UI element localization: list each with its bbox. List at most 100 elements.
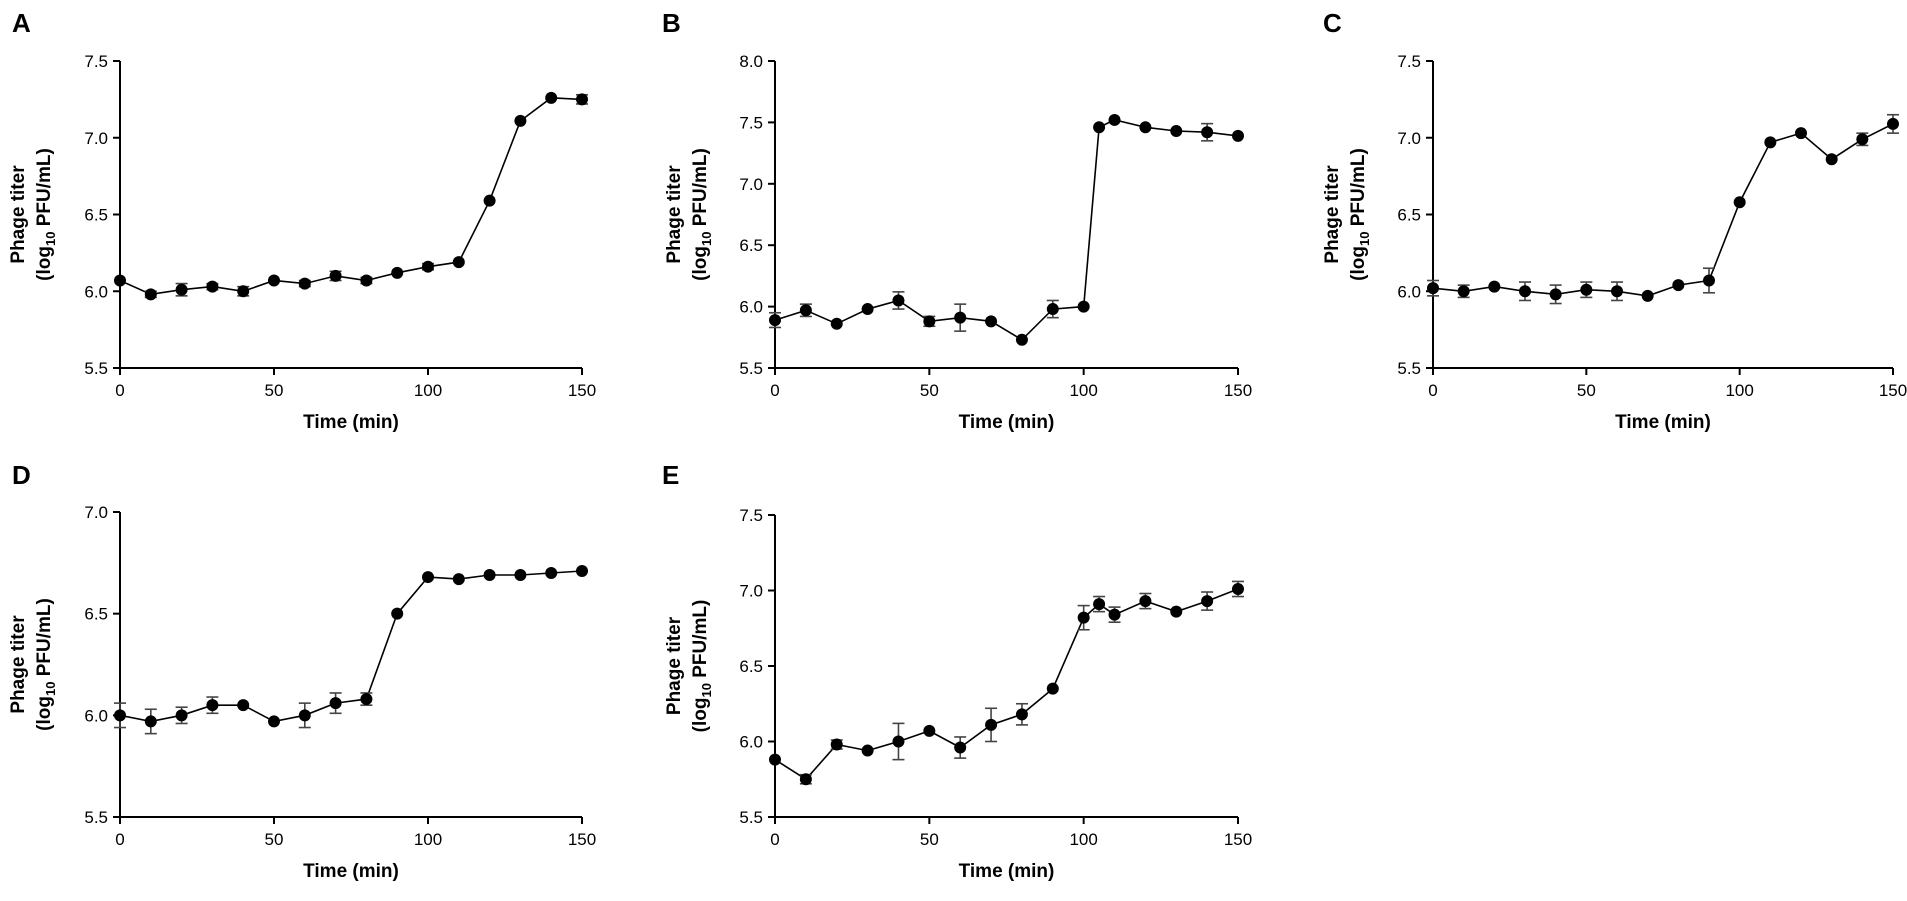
- x-axis-title: Time (min): [303, 412, 399, 433]
- y-tick-label: 7.5: [739, 506, 763, 525]
- data-point: [1015, 708, 1028, 721]
- panel-b: B 5.5 6.0 6.5 7.0 7.5 8.0 0 50 100 150 Time (min) Ph…: [662, 8, 1252, 433]
- data-point: [1201, 595, 1214, 608]
- data-point: [1108, 113, 1121, 126]
- y-tick-label: 6.0: [739, 298, 763, 317]
- y-axis-title-line1: Phage titer: [8, 615, 29, 714]
- data-point: [923, 315, 936, 328]
- ylabel-sub: 10: [699, 683, 714, 697]
- y-tick-label: 5.5: [739, 808, 763, 827]
- data-point: [1427, 282, 1439, 295]
- data-point: [799, 773, 812, 786]
- x-tick-label: 150: [1224, 381, 1252, 400]
- data-point: [206, 699, 219, 712]
- data-point: [1139, 595, 1152, 608]
- data-point: [830, 317, 843, 330]
- x-tick-label: 100: [1069, 381, 1097, 400]
- y-axis-title-line1: Phage titer: [664, 165, 685, 264]
- data-point: [1139, 121, 1152, 134]
- ylabel-post: PFU/mL): [34, 148, 55, 231]
- data-point: [114, 709, 126, 722]
- x-axis-title: Time (min): [303, 861, 399, 882]
- data-point: [1488, 280, 1501, 293]
- series-line: [774, 588, 1239, 781]
- data-point: [1232, 582, 1244, 595]
- data-point: [175, 283, 188, 296]
- data-point: [422, 571, 434, 584]
- y-axis-title-line1: Phage titer: [8, 165, 29, 264]
- data-point: [1232, 129, 1244, 142]
- panel-letter: E: [662, 460, 679, 490]
- data-point: [1170, 605, 1183, 618]
- ylabel-post: PFU/mL): [1348, 148, 1369, 231]
- ylabel-post: PFU/mL): [690, 148, 711, 231]
- data-point: [114, 274, 126, 287]
- data-point: [360, 693, 373, 706]
- y-tick-label: 7.5: [1397, 52, 1421, 71]
- data-point: [1795, 127, 1807, 140]
- ylabel-post: PFU/mL): [690, 600, 711, 683]
- y-tick-label: 5.5: [84, 359, 108, 378]
- y-tick-label: 6.5: [739, 236, 763, 255]
- data-point: [1641, 289, 1654, 302]
- data-point: [985, 315, 998, 328]
- data-point: [830, 738, 843, 751]
- ylabel-pre: (log: [690, 698, 711, 733]
- y-tick-label: 6.5: [84, 605, 108, 624]
- data-point: [298, 709, 311, 722]
- x-tick-label: 100: [1725, 381, 1753, 400]
- y-axis-title-line2: (log10 PFU/mL): [34, 148, 58, 281]
- data-point: [1093, 598, 1106, 611]
- data-point: [923, 724, 936, 737]
- y-tick-label: 5.5: [84, 808, 108, 827]
- data-point: [1046, 303, 1059, 316]
- series-line: [1432, 123, 1894, 297]
- x-axis-title: Time (min): [959, 861, 1055, 882]
- ylabel-sub: 10: [43, 682, 58, 696]
- data-point: [206, 280, 219, 293]
- data-point: [1093, 121, 1106, 134]
- panel-c: C 5.5 6.0 6.5 7.0 7.5 0 50 100 150 Time (min) Phage…: [1322, 8, 1907, 433]
- data-point: [1764, 136, 1777, 149]
- x-tick-label: 100: [414, 830, 442, 849]
- data-point: [1825, 153, 1838, 166]
- data-point: [576, 93, 588, 106]
- y-tick-label: 6.0: [1397, 282, 1421, 301]
- data-point: [1887, 117, 1899, 130]
- panel-e: E 5.5 6.0 6.5 7.0 7.5 0 50 100 150 Time (min) Phage…: [662, 460, 1252, 882]
- data-point: [861, 744, 874, 757]
- data-point: [298, 277, 311, 290]
- data-point: [1108, 608, 1121, 621]
- y-tick-label: 6.5: [739, 657, 763, 676]
- data-point: [1549, 288, 1562, 301]
- y-axis-title-line1: Phage titer: [1322, 165, 1343, 264]
- data-point: [985, 718, 998, 731]
- data-point: [1201, 126, 1214, 139]
- x-tick-label: 0: [770, 830, 779, 849]
- data-point: [1015, 333, 1028, 346]
- panel-d: D 5.5 6.0 6.5 7.0 0 50 100 150 Time (min) Phage ti…: [8, 460, 596, 882]
- data-point: [422, 260, 434, 273]
- data-point: [483, 194, 496, 207]
- x-tick-label: 50: [1577, 381, 1596, 400]
- data-point: [861, 303, 874, 316]
- y-axis-title-line1: Phage titer: [664, 616, 685, 715]
- ylabel-pre: (log: [34, 246, 55, 281]
- data-point: [1077, 300, 1090, 313]
- y-tick-label: 7.5: [739, 113, 763, 132]
- data-point: [954, 741, 967, 754]
- data-point: [1046, 682, 1059, 695]
- ylabel-post: PFU/mL): [34, 598, 55, 681]
- x-tick-label: 150: [1879, 381, 1907, 400]
- x-tick-label: 100: [414, 381, 442, 400]
- data-point: [329, 697, 342, 710]
- data-point: [1170, 124, 1183, 137]
- data-point: [1519, 285, 1531, 298]
- data-point: [954, 311, 967, 324]
- ylabel-sub: 10: [43, 232, 58, 246]
- ylabel-sub: 10: [699, 232, 714, 246]
- data-point: [1733, 196, 1746, 209]
- data-point: [452, 573, 465, 586]
- data-point: [144, 288, 157, 301]
